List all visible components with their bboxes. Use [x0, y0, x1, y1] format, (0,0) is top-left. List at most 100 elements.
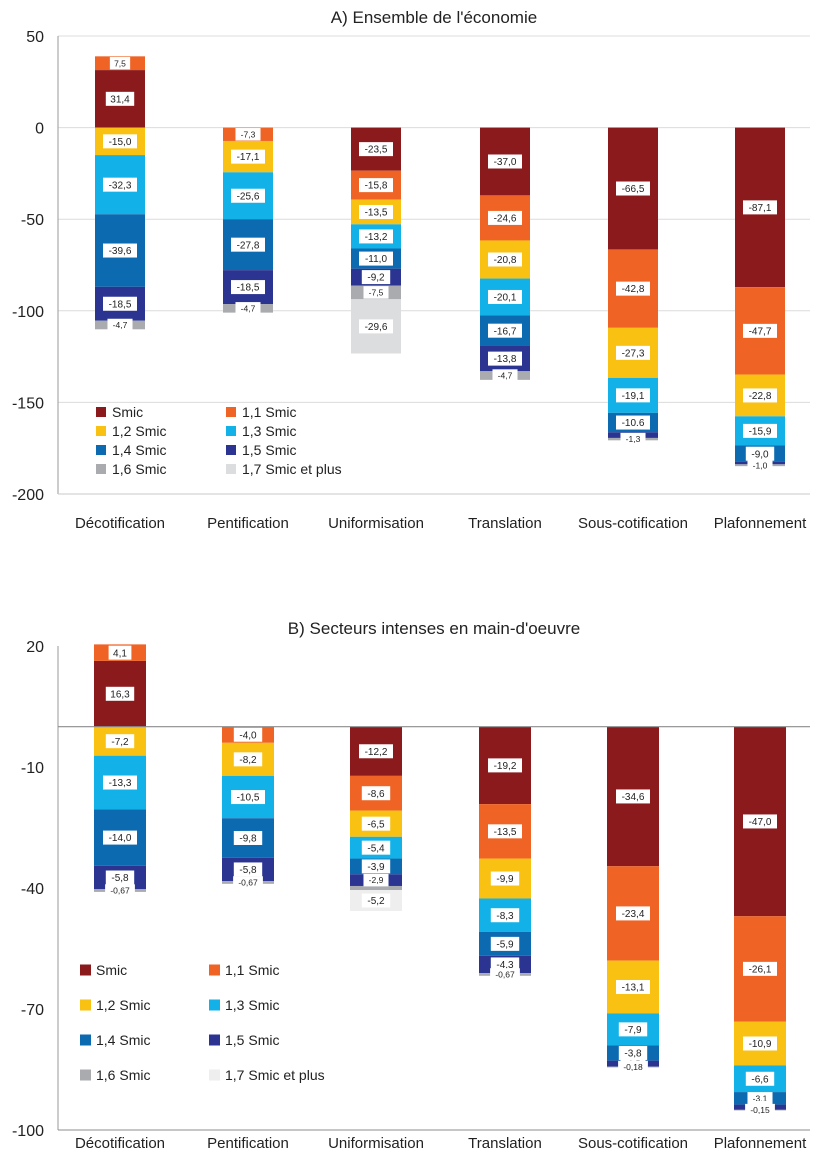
legend-swatch — [80, 964, 91, 976]
legend-label: 1,3 Smic — [242, 423, 296, 439]
data-label-text: -26,1 — [749, 964, 772, 975]
data-label-box — [363, 286, 389, 299]
data-label-box — [105, 734, 135, 749]
data-label-text: -13,5 — [494, 827, 517, 838]
data-label-text: -4,0 — [239, 730, 257, 741]
data-label: -4,7 — [492, 369, 518, 382]
data-label: -6,6 — [745, 1071, 775, 1086]
data-label-text: -87,1 — [749, 203, 772, 214]
data-label: -16,7 — [488, 323, 522, 338]
data-label: -37,0 — [488, 154, 522, 169]
data-label-text: -29,6 — [365, 322, 388, 333]
data-label-text: -66,5 — [622, 184, 645, 195]
data-label-box — [743, 961, 777, 976]
data-label: -1,3 — [620, 432, 646, 446]
legend-label: 1,4 Smic — [96, 1032, 150, 1048]
data-label-text: -7,5 — [369, 287, 384, 297]
data-label-text: -15,0 — [109, 137, 132, 148]
data-label-text: -10,5 — [237, 793, 260, 804]
legend-item: Smic — [80, 962, 127, 978]
data-label-text: -1,0 — [753, 460, 768, 470]
data-label-box — [109, 56, 131, 70]
legend-label: 1,5 Smic — [242, 442, 296, 458]
legend-label: 1,6 Smic — [112, 461, 166, 477]
data-label-text: -10,9 — [749, 1039, 772, 1050]
data-label-text: -1,3 — [626, 434, 641, 444]
data-label-box — [359, 142, 393, 157]
data-label: -8,2 — [233, 752, 263, 767]
data-label-box — [103, 134, 137, 149]
data-label: -19,1 — [616, 388, 650, 403]
data-label-text: -0,18 — [623, 1062, 643, 1072]
data-label: -39,6 — [103, 243, 137, 258]
data-label-text: -10.6 — [622, 418, 645, 429]
data-label-box — [618, 1060, 648, 1074]
data-label: -17,1 — [231, 149, 265, 164]
data-label: -0,67 — [105, 884, 135, 897]
legend-item: 1,4 Smic — [96, 442, 166, 458]
y-tick-label: -100 — [12, 304, 44, 321]
legend-swatch — [209, 1069, 220, 1081]
data-label: -5,8 — [105, 870, 135, 885]
legend-label: 1,6 Smic — [96, 1067, 150, 1083]
data-label-text: -42,8 — [622, 284, 645, 295]
category-label: Pentification — [207, 515, 289, 532]
category-label: Translation — [468, 515, 542, 532]
data-label-text: -20,1 — [494, 293, 517, 304]
legend-label: Smic — [96, 962, 127, 978]
data-label-box — [616, 906, 650, 921]
data-label-text: -47,0 — [749, 817, 772, 828]
data-label: -87,1 — [743, 200, 777, 215]
data-label: -23,5 — [359, 142, 393, 157]
data-label-text: -15,8 — [365, 181, 388, 192]
data-label: -5,4 — [361, 840, 391, 855]
data-label: -7,3 — [235, 128, 261, 141]
chart-a: A) Ensemble de l'économie 50 0 -50 -100 -150 -… — [12, 8, 810, 532]
data-label: -5,2 — [361, 893, 391, 908]
data-label-text: -9,9 — [496, 874, 514, 885]
category-label: Décotification — [75, 1135, 165, 1152]
data-label: -13,5 — [488, 824, 522, 839]
data-label-text: -12,2 — [365, 747, 388, 758]
data-label-text: 16,3 — [110, 689, 130, 700]
data-label-text: -19,1 — [622, 391, 645, 402]
data-label-text: -0,67 — [110, 886, 130, 896]
data-label-box — [361, 859, 391, 874]
data-label-box — [616, 345, 650, 360]
data-label-text: -7,2 — [111, 737, 129, 748]
data-label-box — [743, 814, 777, 829]
category-label: Translation — [468, 1135, 542, 1152]
data-label-box — [361, 840, 391, 855]
data-label: 31,4 — [105, 91, 135, 106]
data-label: -47,7 — [743, 323, 777, 338]
data-label-text: -3,1 — [753, 1093, 768, 1103]
data-label: 16,3 — [105, 686, 135, 701]
data-label: -8,3 — [490, 908, 520, 923]
data-label-box — [105, 686, 135, 701]
data-label-box — [107, 318, 133, 332]
data-label-box — [103, 296, 137, 311]
legend-item: 1,2 Smic — [80, 997, 150, 1013]
category-label: Décotification — [75, 515, 165, 532]
data-label: -12,2 — [359, 744, 393, 759]
data-label: -3,8 — [618, 1045, 648, 1060]
data-label: -9,0 — [745, 446, 775, 461]
data-label: -3,9 — [361, 859, 391, 874]
data-label-box — [616, 415, 650, 430]
legend-label: 1,7 Smic et plus — [225, 1067, 325, 1083]
data-label-box — [231, 280, 265, 295]
data-label-text: -13,2 — [365, 232, 388, 243]
data-label-text: -0,15 — [750, 1105, 770, 1115]
data-label-text: -8,2 — [239, 755, 257, 766]
data-label: 7,5 — [109, 56, 131, 70]
category-label: Sous-cotification — [578, 515, 688, 532]
data-label-box — [616, 281, 650, 296]
data-label-text: -9,0 — [751, 449, 769, 460]
data-label-box — [490, 957, 520, 972]
data-label-box — [490, 936, 520, 951]
legend-swatch — [80, 999, 91, 1011]
data-label-box — [359, 744, 393, 759]
data-label: -8,6 — [361, 786, 391, 801]
category-label: Uniformisation — [328, 1135, 424, 1152]
data-label: -27,8 — [231, 237, 265, 252]
